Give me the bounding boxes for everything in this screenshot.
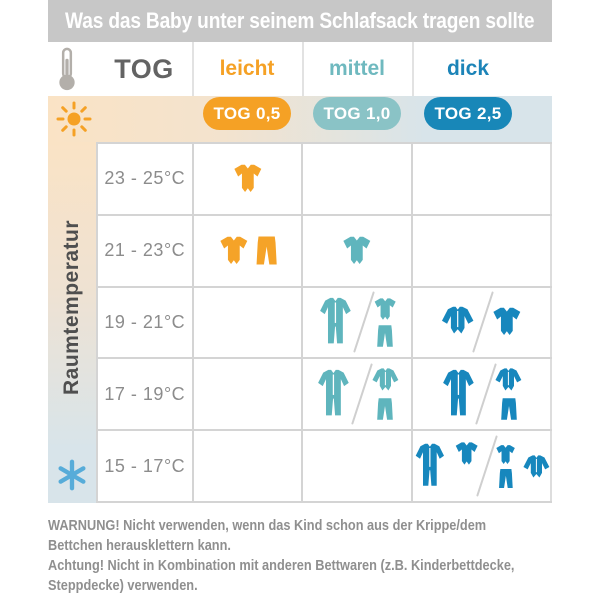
warning-line: WARNUNG! Nicht verwenden, wenn das Kind … bbox=[48, 518, 487, 534]
room-temperature-label: Raumtemperatur bbox=[60, 219, 83, 395]
table-row: 19 - 21°C bbox=[98, 287, 552, 360]
temperature-label: 19 - 21°C bbox=[104, 311, 186, 332]
outfit-group bbox=[439, 305, 476, 339]
header-divider bbox=[302, 42, 304, 96]
thermometer-icon bbox=[54, 46, 80, 97]
body-long-icon bbox=[372, 368, 399, 391]
table-grid: 23 - 25°C 21 - 23°C 19 - 21°C 17 - 19°C 15 -… bbox=[96, 142, 552, 503]
cell-mittel bbox=[301, 359, 411, 430]
table-row: 21 - 23°C bbox=[98, 215, 552, 288]
warning-text: WARNUNG! Nicht verwenden, wenn das Kind … bbox=[48, 516, 558, 596]
cell-mittel bbox=[301, 287, 411, 358]
cell-dick bbox=[410, 144, 552, 214]
outfit-group bbox=[313, 368, 354, 420]
outfit-stack bbox=[493, 367, 524, 421]
tog-badge-band: TOG 0,5 TOG 1,0 TOG 2,5 bbox=[48, 96, 552, 142]
cell-dick bbox=[410, 431, 552, 501]
column-label-mittel: mittel bbox=[328, 57, 385, 80]
page-title: Was das Baby unter seinem Schlafsack tra… bbox=[65, 8, 535, 33]
temperature-label: 17 - 19°C bbox=[104, 383, 186, 404]
outfit-group bbox=[521, 452, 550, 480]
sleepsuit-icon bbox=[443, 370, 475, 416]
cell-mittel bbox=[301, 144, 411, 214]
badge-tog-0-5: TOG 0,5 bbox=[203, 97, 291, 130]
outfit-group bbox=[413, 442, 481, 490]
sleepsuit-icon bbox=[318, 370, 349, 416]
temperature-label: 15 - 17°C bbox=[104, 455, 186, 476]
snowflake-icon bbox=[55, 458, 89, 497]
pants-icon bbox=[377, 398, 394, 421]
temperature-label: 21 - 23°C bbox=[104, 240, 186, 261]
room-temperature-sidebar: Raumtemperatur bbox=[48, 142, 96, 503]
table-header: TOG leicht mittel dick bbox=[48, 42, 552, 96]
pants-icon bbox=[256, 236, 277, 265]
column-label-dick: dick bbox=[446, 57, 490, 80]
cell-dick bbox=[410, 287, 552, 358]
badge-tog-2-5: TOG 2,5 bbox=[424, 97, 512, 130]
body-short-icon bbox=[233, 164, 261, 192]
body-long-icon bbox=[441, 307, 474, 334]
cell-leicht bbox=[191, 359, 302, 430]
table-row: 17 - 19°C bbox=[98, 359, 552, 432]
temperature-label: 23 - 25°C bbox=[104, 168, 186, 189]
outfit-group bbox=[315, 296, 356, 348]
outfit-group bbox=[438, 368, 479, 420]
sun-icon bbox=[56, 101, 92, 142]
outfit-stack bbox=[494, 444, 517, 489]
pants-icon bbox=[500, 398, 517, 421]
warning-line: Steppdecke) verwenden. bbox=[48, 578, 198, 594]
body-short-icon bbox=[455, 442, 478, 465]
tog-axis-label: TOG bbox=[114, 53, 174, 84]
title-bar: Was das Baby unter seinem Schlafsack tra… bbox=[48, 0, 552, 42]
body-short-icon bbox=[343, 236, 371, 264]
sleepsuit-icon bbox=[416, 443, 445, 486]
header-divider bbox=[192, 42, 194, 96]
cell-mittel bbox=[301, 215, 411, 286]
outfit-group bbox=[340, 235, 374, 267]
cell-leicht bbox=[191, 431, 302, 501]
outfit-stack bbox=[372, 297, 398, 348]
warning-line: Achtung! Nicht in Kombination mit andere… bbox=[48, 558, 515, 574]
body-long-icon bbox=[522, 455, 549, 478]
cell-leicht bbox=[191, 215, 302, 286]
body-short-icon bbox=[496, 444, 516, 464]
table-row: 15 - 17°C bbox=[98, 431, 552, 503]
sleepsuit-icon bbox=[320, 298, 352, 344]
outfit-group bbox=[490, 306, 524, 338]
warning-line: Bettchen herausklettern kann. bbox=[48, 538, 231, 554]
column-label-leicht: leicht bbox=[219, 57, 275, 80]
header-divider bbox=[412, 42, 414, 96]
table-row: 23 - 25°C bbox=[98, 144, 552, 216]
outfit-group bbox=[217, 235, 278, 267]
body-short-icon bbox=[220, 236, 248, 264]
cell-mittel bbox=[301, 431, 411, 501]
body-short-icon bbox=[374, 298, 396, 320]
outfit-stack bbox=[370, 367, 401, 421]
cell-leicht bbox=[191, 144, 302, 214]
badge-tog-1-0: TOG 1,0 bbox=[313, 97, 401, 130]
cell-leicht bbox=[191, 287, 302, 358]
body-short-icon bbox=[493, 308, 521, 336]
cell-dick bbox=[410, 359, 552, 430]
outfit-group bbox=[231, 163, 265, 195]
pants-icon bbox=[499, 468, 513, 488]
body-long-icon bbox=[495, 368, 522, 391]
cell-dick bbox=[410, 215, 552, 286]
pants-icon bbox=[377, 325, 394, 347]
